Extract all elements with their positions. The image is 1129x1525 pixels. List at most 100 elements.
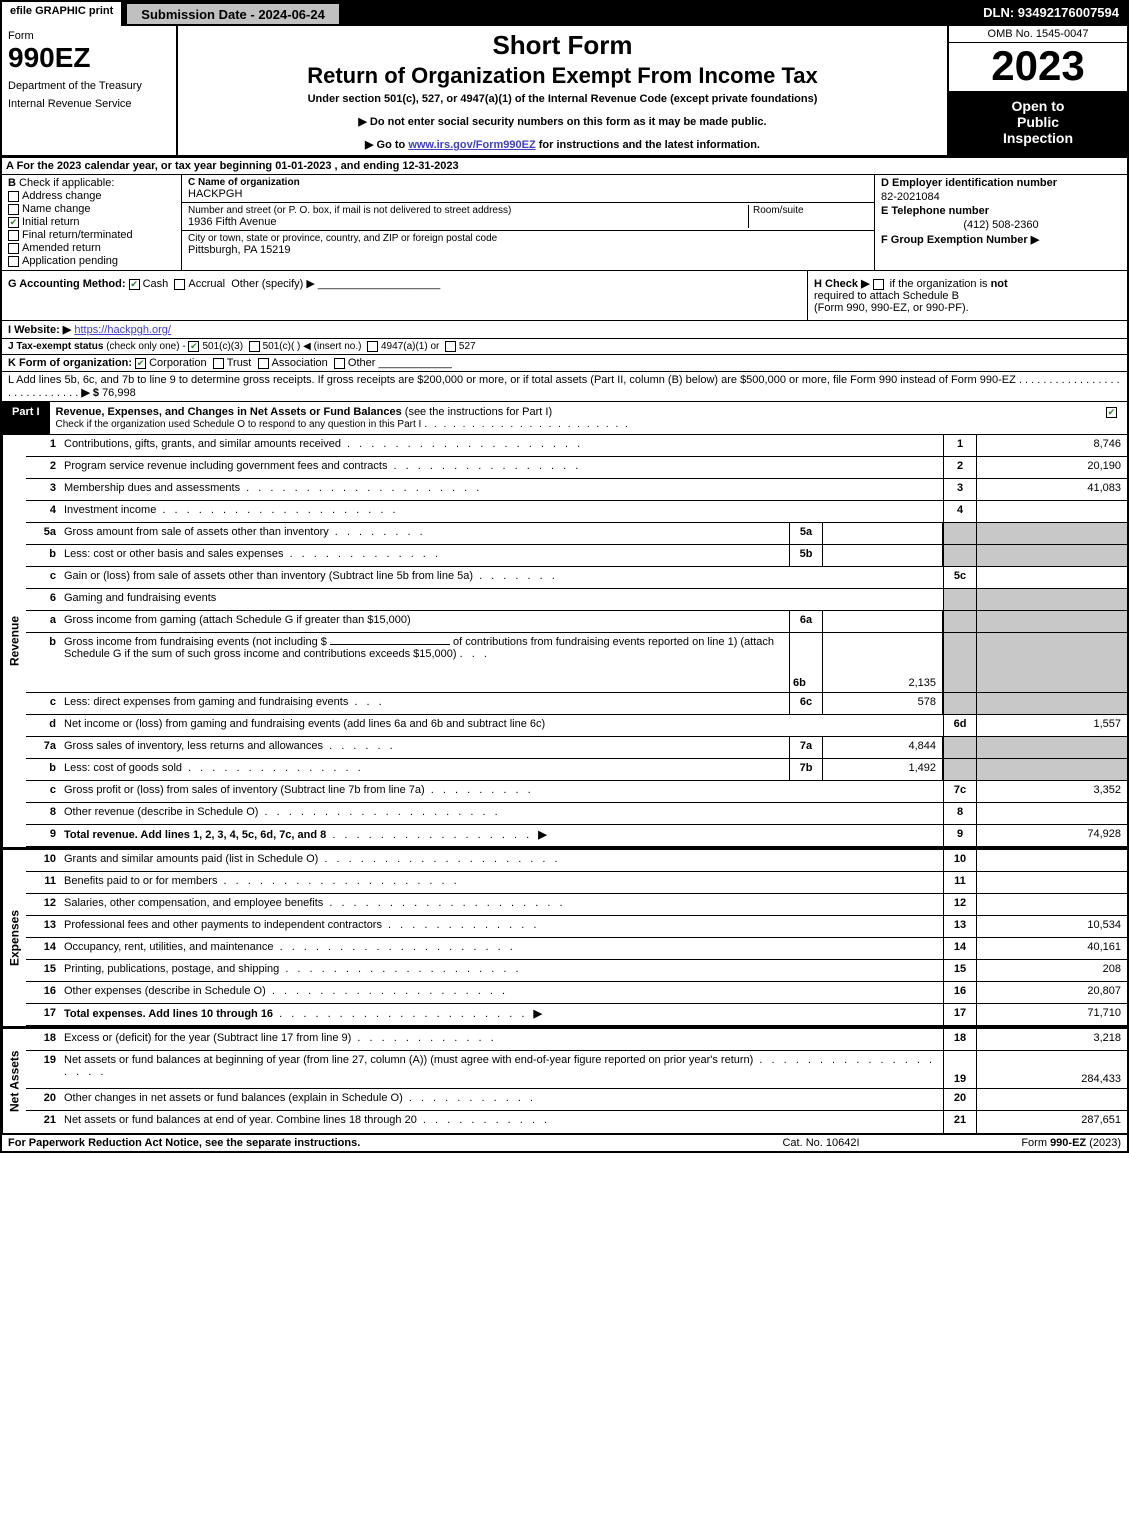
j-o3-check[interactable]: [367, 341, 378, 352]
omb-number: OMB No. 1545-0047: [949, 26, 1127, 43]
open-line-3: Inspection: [953, 130, 1123, 146]
revenue-body: 1 Contributions, gifts, grants, and simi…: [26, 435, 1127, 847]
section-bcd: B Check if applicable: Address change Na…: [2, 175, 1127, 271]
addr-label: Number and street (or P. O. box, if mail…: [188, 205, 748, 216]
tax-year: 2023: [949, 43, 1127, 92]
c-name-label: C Name of organization: [188, 177, 868, 188]
dln-label: DLN: 93492176007594: [975, 2, 1127, 26]
col-h: H Check ▶ if the organization is not req…: [807, 271, 1127, 320]
expenses-label: Expenses: [2, 850, 26, 1026]
inst2-post: for instructions and the latest informat…: [536, 139, 760, 151]
part-i-tag: Part I: [2, 402, 50, 434]
c-city-cell: City or town, state or province, country…: [182, 231, 874, 258]
submission-date: Submission Date - 2024-06-24: [125, 2, 341, 26]
footer-left: For Paperwork Reduction Act Notice, see …: [8, 1137, 721, 1149]
g-cash-check[interactable]: [129, 279, 140, 290]
part-i-header: Part I Revenue, Expenses, and Changes in…: [2, 402, 1127, 435]
expenses-section: Expenses 10 Grants and similar amounts p…: [2, 847, 1127, 1026]
top-spacer: [341, 2, 975, 26]
open-to-public: Open to Public Inspection: [949, 92, 1127, 155]
line-12: 12 Salaries, other compensation, and emp…: [26, 894, 1127, 916]
section-k: K Form of organization: Corporation Trus…: [2, 355, 1127, 372]
j-o2b: ◀ (insert no.): [303, 341, 361, 352]
form-page: efile GRAPHIC print Submission Date - 20…: [0, 0, 1129, 1153]
j-o2-check[interactable]: [249, 341, 260, 352]
section-j: J Tax-exempt status (check only one) - 5…: [2, 339, 1127, 355]
k-o1-check[interactable]: [135, 358, 146, 369]
b-opt-4[interactable]: Amended return: [8, 242, 175, 254]
website-link[interactable]: https://hackpgh.org/: [74, 324, 171, 336]
k-label: K Form of organization:: [8, 357, 132, 369]
revenue-section: Revenue 1 Contributions, gifts, grants, …: [2, 435, 1127, 847]
b-opt-2[interactable]: Initial return: [8, 216, 175, 228]
b-opt-3[interactable]: Final return/terminated: [8, 229, 175, 241]
form-word: Form: [8, 30, 170, 42]
j-note: (check only one) -: [106, 341, 185, 352]
j-label: J Tax-exempt status: [8, 341, 103, 352]
open-line-1: Open to: [953, 98, 1123, 114]
dept-line-2: Internal Revenue Service: [8, 98, 170, 110]
expenses-body: 10 Grants and similar amounts paid (list…: [26, 850, 1127, 1026]
city: Pittsburgh, PA 15219: [188, 244, 868, 256]
b-label: B: [8, 177, 16, 189]
return-subtitle: Under section 501(c), 527, or 4947(a)(1)…: [186, 93, 939, 105]
efile-print-label[interactable]: efile GRAPHIC print: [2, 2, 125, 26]
line-19: 19 Net assets or fund balances at beginn…: [26, 1051, 1127, 1089]
line-17: 17 Total expenses. Add lines 10 through …: [26, 1004, 1127, 1026]
top-bar: efile GRAPHIC print Submission Date - 20…: [2, 2, 1127, 26]
tel-label: E Telephone number: [881, 205, 1121, 217]
g-accrual-check[interactable]: [174, 279, 185, 290]
line-7b: b Less: cost of goods sold . . . . . . .…: [26, 759, 1127, 781]
l-amount: 76,998: [102, 387, 136, 399]
ein: 82-2021084: [881, 191, 1121, 203]
page-footer: For Paperwork Reduction Act Notice, see …: [2, 1133, 1127, 1151]
b-opt-1[interactable]: Name change: [8, 203, 175, 215]
col-d: D Employer identification number 82-2021…: [875, 175, 1127, 270]
return-title: Return of Organization Exempt From Incom…: [186, 63, 939, 89]
k-o1: Corporation: [149, 357, 206, 369]
k-o2: Trust: [227, 357, 252, 369]
j-o4: 527: [459, 341, 476, 352]
line-18: 18 Excess or (deficit) for the year (Sub…: [26, 1029, 1127, 1051]
instruction-2: ▶ Go to www.irs.gov/Form990EZ for instru…: [186, 138, 939, 151]
netassets-section: Net Assets 18 Excess or (deficit) for th…: [2, 1026, 1127, 1133]
line-6: 6 Gaming and fundraising events: [26, 589, 1127, 611]
j-o4-check[interactable]: [445, 341, 456, 352]
section-i: I Website: ▶ https://hackpgh.org/: [2, 321, 1127, 339]
h-text3: required to attach Schedule B: [814, 290, 959, 302]
k-o2-check[interactable]: [213, 358, 224, 369]
g-label: G Accounting Method:: [8, 278, 126, 290]
b-opt-0[interactable]: Address change: [8, 190, 175, 202]
grp-label: F Group Exemption Number ▶: [881, 233, 1121, 246]
part-i-check[interactable]: [1099, 402, 1127, 434]
j-o3: 4947(a)(1) or: [381, 341, 439, 352]
section-l: L Add lines 5b, 6c, and 7b to line 9 to …: [2, 372, 1127, 402]
line-14: 14 Occupancy, rent, utilities, and maint…: [26, 938, 1127, 960]
line-9: 9 Total revenue. Add lines 1, 2, 3, 4, 5…: [26, 825, 1127, 847]
line-2: 2 Program service revenue including gove…: [26, 457, 1127, 479]
line-21: 21 Net assets or fund balances at end of…: [26, 1111, 1127, 1133]
h-check[interactable]: [873, 279, 884, 290]
tel: (412) 508-2360: [881, 219, 1121, 231]
g-accrual: Accrual: [188, 278, 225, 290]
irs-link[interactable]: www.irs.gov/Form990EZ: [408, 139, 535, 151]
k-o4-check[interactable]: [334, 358, 345, 369]
k-o3: Association: [272, 357, 328, 369]
short-form-title: Short Form: [186, 30, 939, 61]
line-1: 1 Contributions, gifts, grants, and simi…: [26, 435, 1127, 457]
h-text2: if the organization is: [890, 278, 988, 290]
section-gh: G Accounting Method: Cash Accrual Other …: [2, 271, 1127, 321]
line-6d: d Net income or (loss) from gaming and f…: [26, 715, 1127, 737]
j-o1-check[interactable]: [188, 341, 199, 352]
h-not: not: [991, 278, 1008, 290]
g-other: Other (specify) ▶: [231, 278, 315, 290]
line-6a: a Gross income from gaming (attach Sched…: [26, 611, 1127, 633]
k-o4: Other: [348, 357, 376, 369]
k-o3-check[interactable]: [258, 358, 269, 369]
line-4: 4 Investment income . . . . . . . . . . …: [26, 501, 1127, 523]
line-11: 11 Benefits paid to or for members . . .…: [26, 872, 1127, 894]
line-10: 10 Grants and similar amounts paid (list…: [26, 850, 1127, 872]
addr: 1936 Fifth Avenue: [188, 216, 748, 228]
b-opt-5[interactable]: Application pending: [8, 255, 175, 267]
col-c: C Name of organization HACKPGH Number an…: [182, 175, 875, 270]
